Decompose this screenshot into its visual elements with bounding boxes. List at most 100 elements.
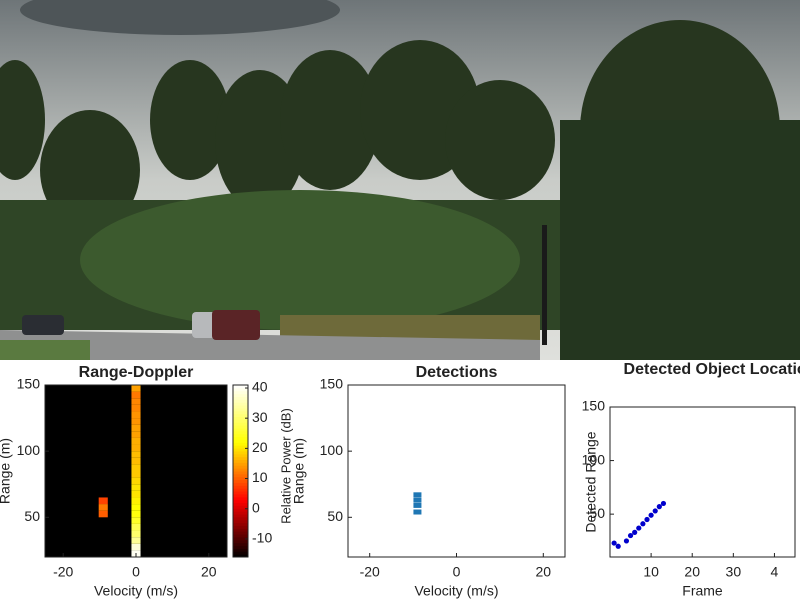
- colorbar-step: [233, 465, 248, 469]
- heatmap-cell: [131, 530, 141, 538]
- colorbar-step: [233, 407, 248, 412]
- colorbar-step: [233, 456, 248, 461]
- colorbar-step: [233, 459, 248, 463]
- colorbar-step: [233, 422, 248, 426]
- colorbar-step: [233, 405, 248, 409]
- colorbar-step: [233, 396, 248, 400]
- colorbar-step: [233, 551, 248, 555]
- colorbar-step: [233, 502, 248, 506]
- colorbar-tick-label: 20: [252, 439, 268, 455]
- heatmap-cell: [131, 451, 141, 458]
- colorbar-step: [233, 473, 248, 478]
- heatmap-cell: [98, 510, 108, 518]
- heatmap-cell: [131, 437, 141, 445]
- colorbar-step: [233, 425, 248, 429]
- heatmap-cell: [131, 424, 141, 432]
- point: [611, 540, 617, 546]
- heatmap-cell: [131, 444, 141, 452]
- colorbar-step: [233, 499, 248, 504]
- x-tick-label: 20: [536, 564, 552, 580]
- y-tick-label: 150: [320, 376, 344, 392]
- heatmap-cell: [131, 471, 141, 478]
- colorbar-step: [233, 419, 248, 423]
- chart: Detected Object Location 10 20 30 4 50 100 150 F…: [582, 361, 800, 599]
- colorbar-step: [233, 471, 248, 475]
- y-axis-label: Range (m): [291, 438, 307, 504]
- colorbar-step: [233, 436, 248, 440]
- y-tick-label: 150: [582, 398, 606, 414]
- colorbar-step: [233, 534, 248, 538]
- colorbar-step: [233, 522, 248, 526]
- y-tick-label: 50: [327, 508, 343, 524]
- colorbar-step: [233, 450, 248, 455]
- x-tick-label: 20: [684, 564, 700, 580]
- colorbar-step: [233, 468, 248, 472]
- heatmap-cell: [131, 497, 141, 505]
- colorbar-step: [233, 413, 248, 418]
- colorbar-step: [233, 439, 248, 443]
- colorbar-step: [233, 430, 248, 435]
- point: [636, 525, 642, 531]
- x-tick-label: -20: [360, 564, 380, 580]
- colorbar-tick-label: 40: [252, 379, 268, 395]
- y-tick-label: 50: [24, 508, 40, 524]
- chart-title: Range-Doppler: [79, 364, 194, 381]
- colorbar-step: [233, 531, 248, 535]
- y-tick-label: 50: [589, 505, 605, 521]
- colorbar-tick-label: 10: [252, 469, 268, 485]
- heatmap-cell: [131, 418, 141, 425]
- colorbar-step: [233, 488, 248, 492]
- colorbar-step: [233, 462, 248, 466]
- x-tick-label: 30: [726, 564, 742, 580]
- colorbar-step: [233, 410, 248, 415]
- x-axis-label: Velocity (m/s): [414, 583, 498, 599]
- colorbar-step: [233, 448, 248, 452]
- point: [413, 492, 422, 498]
- heatmap-cell: [131, 543, 141, 551]
- axes-frame: [609, 406, 796, 558]
- heatmap-cell: [131, 385, 141, 392]
- chart-title: Detected Object Location: [623, 361, 800, 378]
- photo: [0, 0, 800, 360]
- colorbar-step: [233, 485, 248, 489]
- colorbar-step: [233, 542, 248, 547]
- colorbar-step: [233, 508, 248, 512]
- x-tick-label: 4: [771, 564, 779, 580]
- colorbar-step: [233, 505, 248, 509]
- colorbar-step: [233, 491, 248, 495]
- colorbar-tick-label: 30: [252, 409, 268, 425]
- colorbar-step: [233, 399, 248, 403]
- colorbar-step: [233, 433, 248, 438]
- heatmap-cell: [131, 477, 141, 485]
- colorbar-step: [233, 511, 248, 515]
- chart: Range-Doppler -10 0 10 20 30 40 Relative Power …: [0, 364, 293, 598]
- colorbar-step: [233, 479, 248, 483]
- x-tick-label: 0: [132, 564, 140, 580]
- x-tick-label: 0: [453, 564, 461, 580]
- colorbar-step: [233, 453, 248, 458]
- colorbar-step: [233, 482, 248, 486]
- point: [656, 504, 662, 510]
- heatmap-cell: [131, 431, 141, 438]
- heatmap-cell: [98, 497, 108, 505]
- colorbar-step: [233, 393, 248, 397]
- colorbar-step: [233, 536, 248, 541]
- colorbar-frame: [232, 384, 249, 558]
- colorbar-step: [233, 496, 248, 501]
- colorbar-step: [233, 548, 248, 552]
- colorbar-step: [233, 445, 248, 449]
- heatmap-cell: [131, 484, 141, 491]
- colorbar-step: [233, 493, 248, 498]
- heatmap-cell: [131, 404, 141, 412]
- point: [632, 529, 638, 535]
- colorbar-step: [233, 516, 248, 521]
- point: [627, 532, 634, 539]
- x-axis-label: Velocity (m/s): [94, 583, 178, 599]
- y-tick-label: 100: [17, 442, 41, 458]
- heatmap-cell: [131, 391, 141, 399]
- point: [413, 497, 422, 503]
- colorbar-tick-label: 0: [252, 499, 260, 515]
- colorbar-step: [233, 428, 248, 432]
- heatmap-cell: [131, 517, 141, 524]
- chart-title: Detections: [416, 364, 498, 381]
